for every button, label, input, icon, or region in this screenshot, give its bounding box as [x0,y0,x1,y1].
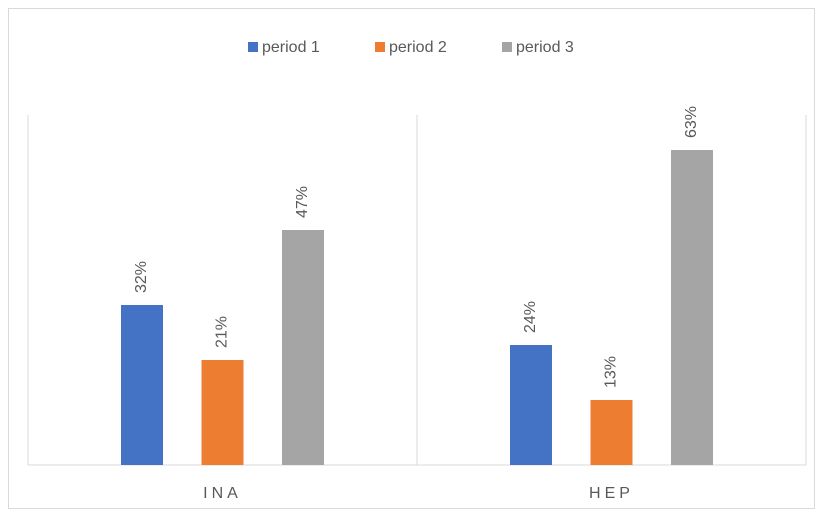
bar [671,150,713,465]
legend-label: period 2 [389,39,447,56]
x-tick-label: HEP [589,485,634,502]
data-label: 47% [294,186,311,218]
data-label: 24% [522,301,539,333]
bar [201,360,244,465]
data-label: 32% [133,261,150,293]
bar [590,400,633,465]
legend-swatch [502,42,512,52]
data-label: 63% [683,106,700,138]
bar [121,305,163,465]
bar [510,345,552,465]
data-label: 13% [603,356,620,388]
x-tick-label: INA [203,485,242,502]
legend-label: period 3 [516,39,574,56]
legend-label: period 1 [262,39,320,56]
legend-swatch [375,42,385,52]
legend-swatch [248,42,258,52]
bar [282,230,324,465]
data-label: 21% [214,316,231,348]
